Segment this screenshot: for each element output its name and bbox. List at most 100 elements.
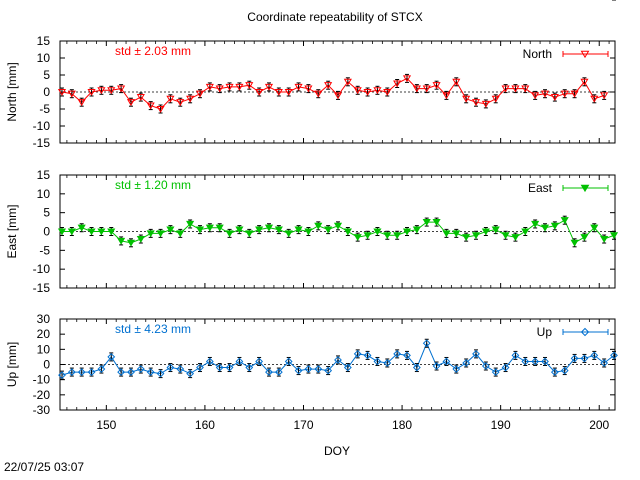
y-tick-label: 10 xyxy=(37,187,51,201)
data-point xyxy=(383,232,392,240)
data-point xyxy=(117,368,126,376)
data-point xyxy=(67,368,76,376)
data-point xyxy=(373,228,382,236)
y-tick-label: -15 xyxy=(33,281,51,295)
y-tick-label: 10 xyxy=(37,342,51,356)
data-point xyxy=(245,363,254,372)
data-point xyxy=(126,239,136,247)
data-point xyxy=(205,357,214,366)
data-point xyxy=(580,78,589,86)
data-point xyxy=(58,371,66,380)
data-point xyxy=(363,232,372,240)
data-point xyxy=(57,88,67,96)
data-point xyxy=(550,94,559,101)
data-point xyxy=(274,226,283,234)
data-point xyxy=(255,357,264,366)
legend: North xyxy=(523,47,609,61)
y-tick-label: 0 xyxy=(43,85,50,99)
data-point xyxy=(294,226,303,234)
data-point xyxy=(373,357,382,366)
y-tick-label: 5 xyxy=(43,206,50,220)
data-point xyxy=(442,92,451,100)
data-point xyxy=(176,230,185,238)
data-point xyxy=(363,351,372,360)
data-point xyxy=(156,105,165,113)
data-point xyxy=(343,78,352,86)
y-tick-label: 5 xyxy=(43,68,50,82)
data-point xyxy=(550,368,559,376)
data-point xyxy=(541,357,549,366)
data-point xyxy=(412,363,421,372)
legend-marker xyxy=(580,50,590,59)
data-point xyxy=(353,87,362,95)
data-point xyxy=(215,224,224,232)
legend: East xyxy=(528,181,609,195)
data-point xyxy=(176,365,185,373)
series-line xyxy=(61,77,605,110)
data-point xyxy=(531,220,540,228)
y-tick-label: 30 xyxy=(37,312,51,326)
std-annotation: std ± 2.03 mm xyxy=(115,44,191,58)
data-point xyxy=(87,228,96,236)
legend: Up xyxy=(537,325,609,339)
data-point xyxy=(363,88,372,96)
panel-east: -15 -10 -5 0 5 10 15 East [mm] std ± 1.20 mm East xyxy=(5,168,619,295)
data-point xyxy=(156,230,165,238)
data-point xyxy=(284,88,293,96)
data-point xyxy=(590,95,599,103)
y-tick-label: 10 xyxy=(37,51,51,65)
data-point xyxy=(107,87,116,95)
data-point xyxy=(412,226,421,234)
x-tick-label: 200 xyxy=(589,418,609,432)
data-point xyxy=(511,351,520,360)
data-point xyxy=(422,85,431,93)
data-point xyxy=(511,234,520,242)
data-point xyxy=(136,365,145,373)
data-point xyxy=(531,92,540,100)
data-point xyxy=(521,85,530,93)
data-point xyxy=(255,226,264,234)
y-tick-label: -5 xyxy=(39,243,50,257)
data-point xyxy=(117,237,126,245)
data-point xyxy=(610,351,618,360)
data-point xyxy=(570,239,579,247)
data-point xyxy=(590,351,599,360)
data-point xyxy=(264,224,274,232)
data-point xyxy=(422,339,431,348)
y-tick-label: 15 xyxy=(37,168,51,182)
y-tick-label: 15 xyxy=(37,34,51,48)
data-point xyxy=(225,83,234,91)
data-point xyxy=(107,353,116,361)
std-annotation: std ± 4.23 mm xyxy=(115,322,191,336)
data-point xyxy=(432,362,441,370)
data-point xyxy=(176,99,185,107)
data-point xyxy=(550,222,559,230)
y-axis-label: Up [mm] xyxy=(5,342,19,387)
data-point xyxy=(126,99,136,107)
y-tick-label: -15 xyxy=(33,136,51,150)
data-point xyxy=(442,357,451,366)
data-point xyxy=(77,368,86,376)
data-point xyxy=(491,226,500,234)
y-tick-label: 0 xyxy=(43,225,50,239)
data-point xyxy=(87,368,96,376)
data-point xyxy=(501,232,510,240)
data-point xyxy=(531,357,540,366)
y-axis-label: North [mm] xyxy=(5,62,19,121)
data-point xyxy=(235,83,244,91)
chart-title: Coordinate repeatability of STCX xyxy=(247,10,422,24)
data-point xyxy=(343,363,352,372)
data-point xyxy=(353,234,362,242)
data-point xyxy=(580,354,589,363)
data-point xyxy=(117,85,126,93)
data-point xyxy=(186,369,195,378)
data-point xyxy=(580,234,589,242)
data-point xyxy=(393,232,402,240)
data-point xyxy=(521,357,530,366)
data-point xyxy=(225,363,234,372)
data-point xyxy=(195,226,205,234)
data-point xyxy=(195,90,205,98)
data-point xyxy=(225,230,234,238)
data-point xyxy=(97,87,106,95)
std-annotation: std ± 1.20 mm xyxy=(115,178,191,192)
